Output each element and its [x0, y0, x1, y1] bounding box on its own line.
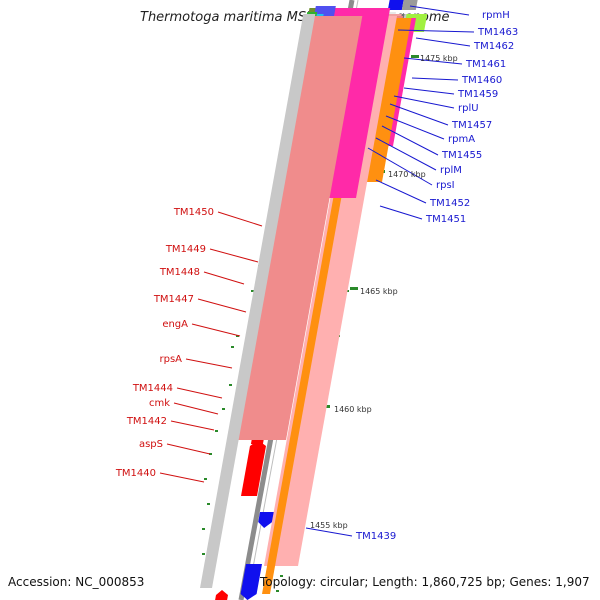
tick-mark — [276, 590, 279, 592]
tick-mark — [222, 408, 225, 410]
label-layer: 1475 kbp 1470 kbp 1465 kbp 1460 kbp 1455 kbp… — [115, 10, 518, 542]
gene-label-forward: rpmH — [482, 10, 510, 21]
gene-label-forward: rpsI — [436, 180, 455, 191]
gene-aspS — [228, 16, 363, 440]
major-tick — [411, 55, 419, 58]
gene-label-reverse: aspS — [139, 439, 163, 450]
gene-TM1438 — [240, 564, 262, 600]
gene-label-reverse: engA — [162, 319, 188, 330]
tick-mark — [202, 553, 205, 555]
gene-label-forward: rplU — [458, 103, 479, 114]
leader-line — [403, 87, 455, 95]
gene-label-forward: rplM — [440, 165, 462, 176]
gene-rpmH-b — [401, 0, 418, 10]
tick-mark — [280, 575, 283, 577]
gene-label-reverse: TM1447 — [153, 294, 194, 305]
leader-line — [197, 298, 247, 313]
gene-label-forward: TM1451 — [425, 214, 466, 225]
leader-line — [385, 115, 445, 140]
tick-mark — [207, 503, 210, 505]
gene-label-reverse: TM1448 — [159, 267, 200, 278]
leader-line — [166, 443, 211, 455]
topology-label: Topology: circular; Length: 1,860,725 bp… — [260, 575, 590, 589]
gene-label-reverse: TM1442 — [126, 416, 167, 427]
tick-mark — [209, 453, 212, 455]
major-tick — [350, 287, 358, 290]
gene-label-forward: TM1452 — [429, 198, 470, 209]
tick-mark — [215, 430, 218, 432]
leader-line — [375, 179, 427, 204]
kbp-label: 1460 kbp — [334, 405, 372, 414]
gene-rpmH — [387, 0, 404, 10]
leader-line — [409, 5, 470, 16]
gene-label-reverse: TM1450 — [173, 207, 214, 218]
gene-label-reverse: TM1444 — [132, 383, 173, 394]
kbp-label: 1470 kbp — [388, 170, 426, 179]
gene-label-forward: TM1457 — [451, 120, 492, 131]
leader-line — [389, 103, 449, 126]
leader-line — [173, 402, 219, 415]
gene-label-reverse: TM1449 — [165, 244, 206, 255]
gene-label-forward: TM1461 — [465, 59, 506, 70]
gene-label-forward: TM1462 — [473, 41, 514, 52]
leader-line — [375, 137, 437, 171]
gene-label-reverse: cmk — [149, 398, 170, 409]
gene-label-forward: rpmA — [448, 134, 475, 145]
leader-line — [367, 147, 433, 186]
tick-mark — [236, 335, 239, 337]
accession-label: Accession: NC_000853 — [8, 575, 145, 589]
leader-line — [159, 472, 205, 483]
gene-label-forward: TM1460 — [461, 75, 502, 86]
tick-mark — [251, 290, 254, 292]
leader-line — [217, 211, 263, 227]
gene-label-forward: TM1459 — [457, 89, 498, 100]
gene-label-reverse: rpsA — [159, 354, 182, 365]
gene-label-forward: TM1455 — [441, 150, 482, 161]
leader-line — [381, 125, 439, 156]
gene-layer — [200, 0, 428, 600]
leader-line — [191, 323, 241, 337]
leader-line — [397, 29, 475, 33]
gene-TM1439 — [258, 512, 274, 528]
kbp-label: 1465 kbp — [360, 287, 398, 296]
leader-line — [176, 387, 223, 399]
tick-mark — [204, 478, 207, 480]
tick-mark — [229, 384, 232, 386]
leader-line — [415, 37, 471, 47]
leader-line — [411, 77, 459, 81]
label-line-layer — [159, 5, 475, 537]
leader-line — [379, 205, 423, 220]
gene-TM1437 — [200, 14, 316, 588]
gene-TM1437-b — [215, 590, 228, 600]
leader-line — [403, 57, 463, 65]
leader-line — [393, 95, 455, 109]
tick-mark — [231, 346, 234, 348]
tick-mark — [202, 528, 205, 530]
leader-line — [203, 271, 245, 285]
leader-line — [185, 358, 233, 369]
gene-label-forward: TM1439 — [355, 531, 396, 542]
gene-aspS-b — [241, 440, 266, 496]
leader-line — [209, 248, 259, 263]
gene-label-forward: TM1463 — [477, 27, 518, 38]
leader-line — [170, 420, 215, 431]
kbp-label: 1455 kbp — [310, 521, 348, 530]
kbp-label: 1475 kbp — [420, 54, 458, 63]
leader-line — [305, 527, 353, 537]
gene-label-reverse: TM1440 — [115, 468, 156, 479]
